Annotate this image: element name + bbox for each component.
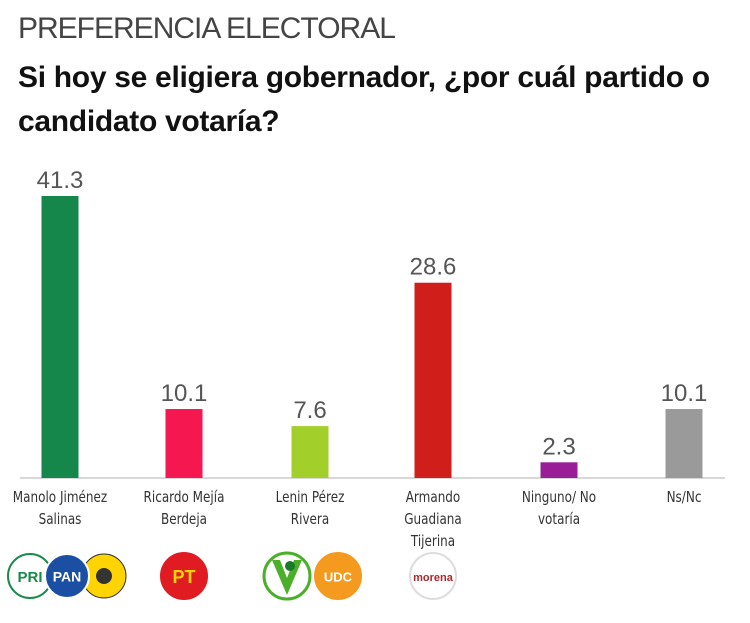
bar xyxy=(414,282,452,478)
logo-text: morena xyxy=(413,572,454,584)
logo-circle xyxy=(160,552,208,600)
bar xyxy=(165,409,203,478)
logo-text: PT xyxy=(172,567,195,587)
party-logo: PRI xyxy=(7,553,53,599)
party-logo: PAN xyxy=(44,553,90,599)
prd-logo xyxy=(81,553,127,599)
x-tick-label: Ns/Nc xyxy=(666,488,702,506)
bar xyxy=(291,426,329,478)
bar xyxy=(665,409,703,478)
logo-text: UDC xyxy=(324,569,353,584)
logo-text: PRI xyxy=(17,569,42,586)
value-label: 10.1 xyxy=(661,380,708,407)
chart-subtitle: Si hoy se eligiera gobernador, ¿por cuál… xyxy=(18,61,710,138)
party-logo: UDC xyxy=(314,552,362,600)
logo-circle xyxy=(44,553,90,599)
x-tick-label: Manolo Jiménez Salinas xyxy=(12,488,108,528)
x-tick-label: Ninguno/ No votaría xyxy=(521,488,597,528)
value-label: 2.3 xyxy=(542,433,575,460)
value-label: 10.1 xyxy=(161,380,208,407)
value-label: 28.6 xyxy=(410,254,457,281)
x-tick-label: Armando Guadiana Tijerina xyxy=(404,488,462,550)
party-logo: morena xyxy=(409,552,457,600)
logo-circle xyxy=(409,552,457,600)
bar xyxy=(540,462,578,478)
value-label: 41.3 xyxy=(37,167,84,194)
x-tick-label: Lenin Pérez Rivera xyxy=(275,488,345,528)
bar xyxy=(41,196,79,478)
logo-circle xyxy=(314,552,362,600)
pvem-logo xyxy=(262,551,312,601)
value-label: 7.6 xyxy=(293,397,326,424)
logo-text: PAN xyxy=(53,569,82,585)
x-tick-label: Ricardo Mejía Berdeja xyxy=(143,488,225,528)
party-logo: PT xyxy=(160,552,208,600)
chart-title: PREFERENCIA ELECTORAL xyxy=(18,12,396,45)
